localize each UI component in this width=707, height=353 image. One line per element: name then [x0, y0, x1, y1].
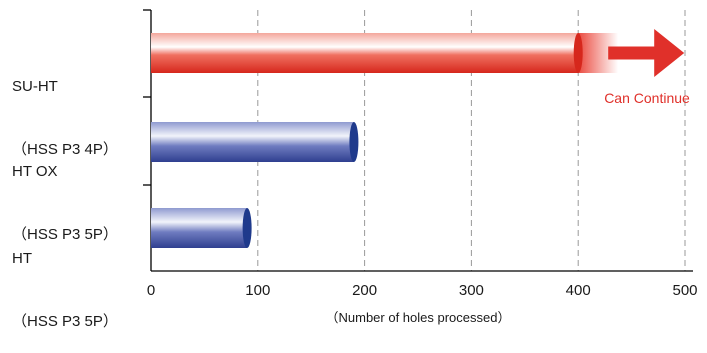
- category-label-2-spec: （HSS P3 5P）: [12, 226, 118, 243]
- bar-2-body: [151, 122, 354, 162]
- chart: 0 100 200 300 400 500 （Number of holes process…: [143, 9, 698, 325]
- x-axis-label: （Number of holes processed）: [326, 310, 511, 325]
- category-label-2: HT OX （HSS P3 5P）: [12, 119, 118, 266]
- category-label-3-spec: （HSS P3 5P）: [12, 313, 118, 330]
- category-label-1: SU-HT （HSS P3 4P）: [12, 34, 118, 181]
- category-label-1-spec: （HSS P3 4P）: [12, 141, 118, 158]
- bar-3-end-cap: [242, 208, 252, 248]
- annotation-can-continue: Can Continue: [604, 90, 690, 106]
- bar-1: [151, 33, 619, 73]
- bar-1-body: [151, 33, 579, 73]
- x-tick-label-100: 100: [245, 282, 270, 299]
- bar-1-end-cap: [573, 33, 583, 73]
- x-tick-label-500: 500: [672, 282, 697, 299]
- continue-arrow-icon: [608, 29, 685, 77]
- category-label-2-name: HT OX: [12, 163, 58, 180]
- x-tick-label-0: 0: [147, 282, 155, 299]
- x-tick-label-400: 400: [566, 282, 591, 299]
- category-label-1-name: SU-HT: [12, 78, 58, 95]
- x-tick-label-300: 300: [459, 282, 484, 299]
- bar-2: [151, 122, 359, 162]
- bar-2-end-cap: [349, 122, 359, 162]
- bar-3: [151, 208, 252, 248]
- bar-3-body: [151, 208, 248, 248]
- category-label-3: HT （HSS P3 5P）: [12, 206, 118, 353]
- category-label-3-name: HT: [12, 250, 32, 267]
- x-tick-label-200: 200: [352, 282, 377, 299]
